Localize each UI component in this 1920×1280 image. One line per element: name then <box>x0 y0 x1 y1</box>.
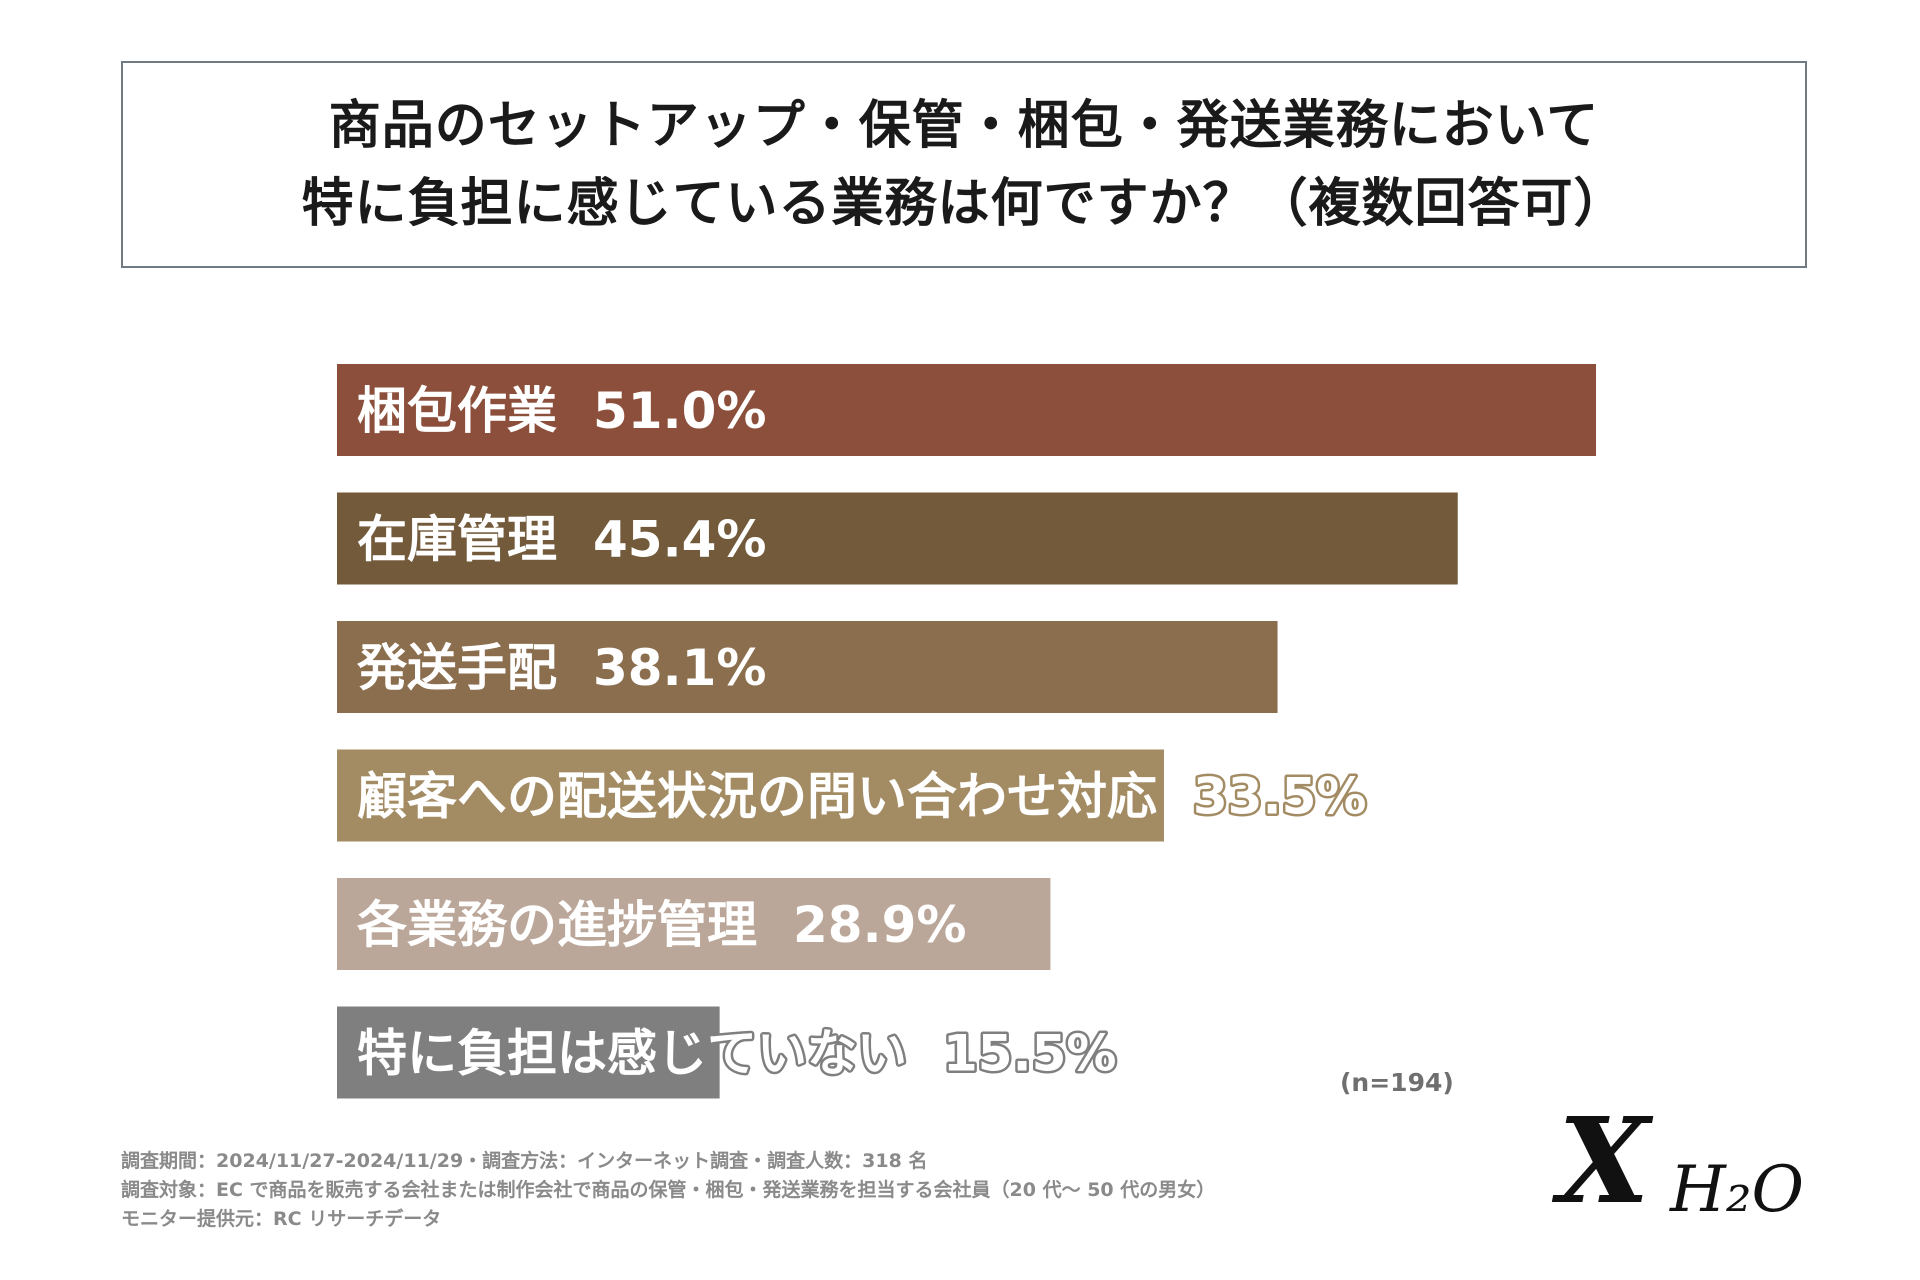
bar-3 <box>337 621 1278 713</box>
value-label-6: 15.5% <box>943 1025 1116 1083</box>
value-label-4: 33.5% <box>1193 768 1366 826</box>
logo-h2o-text: H₂O <box>1670 1153 1804 1227</box>
bar-4 <box>337 749 1164 842</box>
bar-label-5: 各業務の進捗管理 28.9% <box>357 896 966 954</box>
value-label-3: 38.1% <box>593 639 766 697</box>
bar-6 <box>337 1006 720 1099</box>
bar-1 <box>337 364 1596 456</box>
bar-label-1: 梱包作業 51.0% <box>357 382 766 440</box>
bar-2 <box>337 492 1458 585</box>
category-label-6: 特に負担は感じていない <box>357 1025 907 1083</box>
bar-label-2: 在庫管理 45.4% <box>357 511 766 569</box>
footnote-survey-target: 調査対象：EC で商品を販売する会社または制作会社で商品の保管・梱包・発送業務を… <box>121 1179 1216 1201</box>
category-label-2: 在庫管理 <box>357 511 557 569</box>
value-label-2: 45.4% <box>593 511 766 569</box>
logo-x-mark: X <box>1558 1091 1650 1230</box>
footnote-data-provider: モニター提供元：RC リサーチデータ <box>121 1208 442 1230</box>
sample-size-note: (n=194) <box>1340 1068 1454 1097</box>
bar-label-6: 特に負担は感じていない 15.5% <box>357 1025 1116 1083</box>
category-label-5: 各業務の進捗管理 <box>357 896 757 954</box>
category-label-3: 発送手配 <box>357 639 557 697</box>
footnotes: 調査期間：2024/11/27-2024/11/29・調査方法：インターネット調… <box>121 1147 1215 1234</box>
brand-logo: X H₂O <box>1558 1102 1808 1238</box>
footnote-survey-period: 調査期間：2024/11/27-2024/11/29・調査方法：インターネット調… <box>121 1150 928 1172</box>
title-line-2: 特に負担に感じている業務は何ですか？（複数回答可） <box>301 173 1627 234</box>
category-label-1: 梱包作業 <box>357 382 557 440</box>
category-label-4: 顧客への配送状況の問い合わせ対応 <box>357 768 1157 826</box>
title-box: 商品のセットアップ・保管・梱包・発送業務において 特に負担に感じている業務は何で… <box>121 61 1807 268</box>
bar-label-4: 顧客への配送状況の問い合わせ対応 33.5% <box>357 768 1366 826</box>
title-line-1: 商品のセットアップ・保管・梱包・発送業務において <box>328 95 1600 156</box>
bar-5 <box>337 878 1051 970</box>
value-label-1: 51.0% <box>593 382 766 440</box>
value-label-5: 28.9% <box>793 896 966 954</box>
bar-label-3: 発送手配 38.1% <box>357 639 766 697</box>
